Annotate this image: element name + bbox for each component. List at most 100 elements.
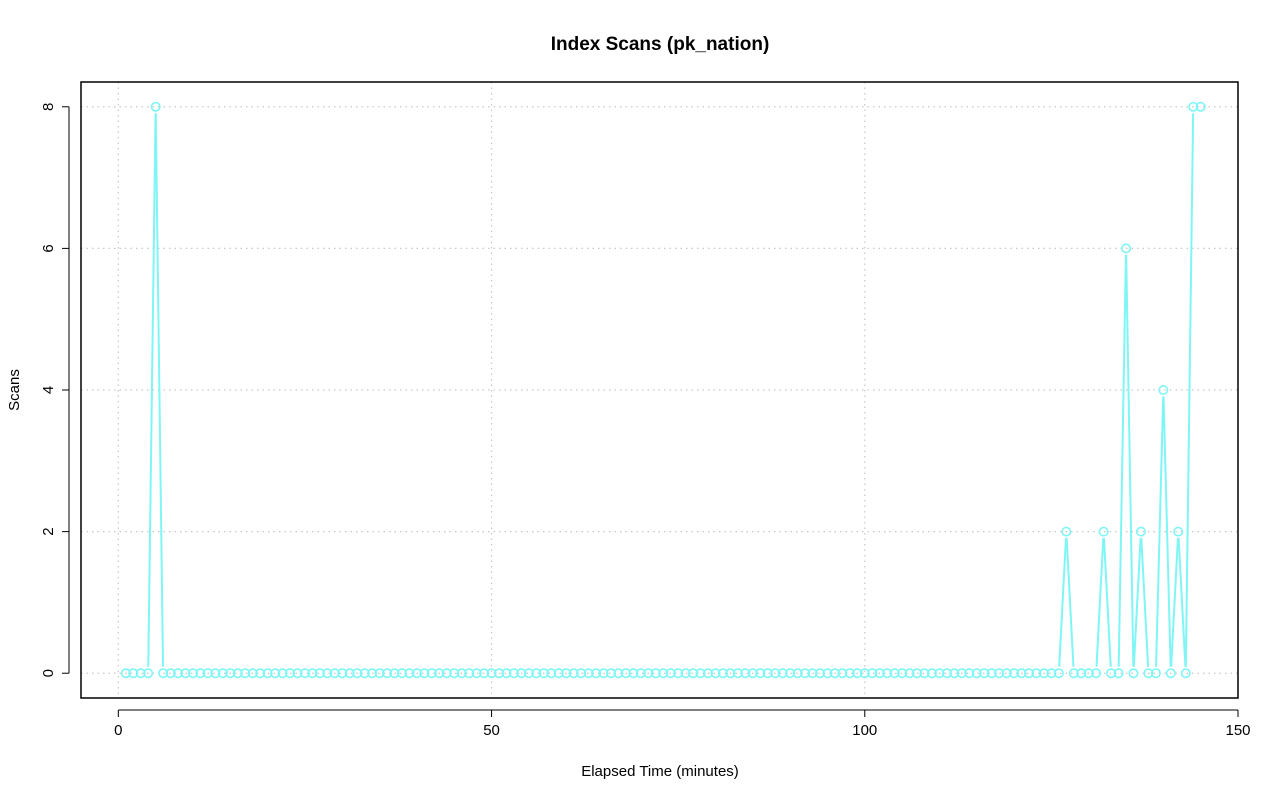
x-axis: 0 50 100 150	[114, 709, 1251, 739]
grid	[81, 82, 1239, 698]
data-point	[591, 668, 602, 679]
data-point	[859, 668, 870, 679]
data-point	[1046, 668, 1057, 679]
data-point	[486, 668, 497, 679]
data-point	[479, 668, 490, 679]
data-point	[1150, 668, 1161, 679]
data-point	[583, 668, 594, 679]
y-tick-label: 2	[40, 527, 57, 535]
data-point	[285, 668, 296, 679]
data-point	[217, 668, 228, 679]
data-point	[979, 668, 990, 679]
series-layer	[120, 101, 1206, 679]
data-point	[926, 668, 937, 679]
series-line-segment	[147, 113, 157, 667]
data-point	[874, 668, 885, 679]
data-point	[396, 668, 407, 679]
data-point	[852, 668, 863, 679]
data-point	[1061, 526, 1072, 537]
data-point	[255, 668, 266, 679]
data-point	[389, 668, 400, 679]
data-point	[344, 668, 355, 679]
data-point	[800, 668, 811, 679]
data-point	[837, 668, 848, 679]
data-point	[792, 668, 803, 679]
data-point	[247, 668, 258, 679]
x-tick-label: 50	[483, 722, 500, 739]
data-point	[322, 668, 333, 679]
data-point	[1188, 101, 1199, 112]
chart-title: Index Scans (pk_nation)	[551, 34, 770, 55]
data-point	[814, 668, 825, 679]
data-point	[1106, 668, 1117, 679]
x-tick-label: 100	[852, 722, 877, 739]
data-point	[740, 668, 751, 679]
x-axis-label: Elapsed Time (minutes)	[581, 763, 739, 780]
data-point	[1143, 668, 1154, 679]
data-point	[165, 668, 176, 679]
data-point	[1038, 668, 1049, 679]
y-tick-label: 8	[40, 103, 57, 111]
data-point	[240, 668, 251, 679]
data-point	[1121, 243, 1132, 254]
data-point	[635, 668, 646, 679]
data-point	[367, 668, 378, 679]
series-line-segment	[1102, 538, 1112, 667]
series-line-segment	[154, 113, 165, 667]
series-line-segment	[1155, 396, 1165, 667]
data-point	[516, 668, 527, 679]
data-point	[359, 668, 370, 679]
data-point	[867, 668, 878, 679]
data-point	[994, 668, 1005, 679]
data-point	[1031, 668, 1042, 679]
data-point	[605, 668, 616, 679]
series-line-segment	[1125, 254, 1135, 667]
data-point	[650, 668, 661, 679]
data-point	[277, 668, 288, 679]
data-point	[187, 668, 198, 679]
y-tick-label: 0	[40, 669, 57, 677]
data-point	[262, 668, 273, 679]
data-point	[494, 668, 505, 679]
data-point	[292, 668, 303, 679]
data-point	[934, 668, 945, 679]
data-point	[1091, 668, 1102, 679]
data-point	[829, 668, 840, 679]
data-point	[1158, 384, 1169, 395]
data-point	[456, 668, 467, 679]
data-point	[1016, 668, 1027, 679]
data-point	[598, 668, 609, 679]
data-point	[1128, 668, 1139, 679]
data-point	[382, 668, 393, 679]
data-point	[307, 668, 318, 679]
series-line-segment	[1065, 538, 1075, 667]
data-point	[225, 668, 236, 679]
data-point	[538, 668, 549, 679]
data-point	[128, 668, 139, 679]
data-point	[120, 668, 131, 679]
data-point	[1068, 668, 1079, 679]
data-point	[643, 668, 654, 679]
data-point	[1001, 668, 1012, 679]
data-point	[695, 668, 706, 679]
data-point	[620, 668, 631, 679]
data-point	[1165, 668, 1176, 679]
data-point	[508, 668, 519, 679]
data-point	[1113, 668, 1124, 679]
data-point	[1135, 526, 1146, 537]
data-point	[1009, 668, 1020, 679]
data-point	[680, 668, 691, 679]
data-point	[270, 668, 281, 679]
data-point	[889, 668, 900, 679]
data-point	[628, 668, 639, 679]
series-line-segment	[1132, 538, 1142, 667]
data-point	[919, 668, 930, 679]
data-point	[143, 668, 154, 679]
data-point	[1053, 668, 1064, 679]
data-point	[1076, 668, 1087, 679]
series-line-segment	[1140, 538, 1150, 667]
data-point	[747, 668, 758, 679]
data-point	[561, 668, 572, 679]
data-point	[553, 668, 564, 679]
